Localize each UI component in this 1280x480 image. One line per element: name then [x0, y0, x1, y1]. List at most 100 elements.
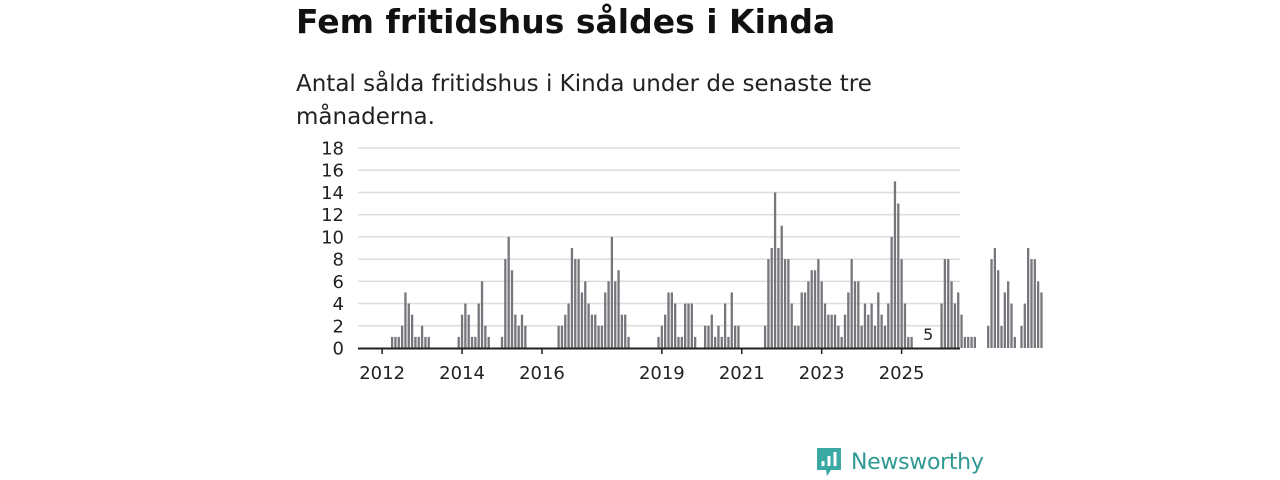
bar — [404, 292, 407, 348]
bar — [694, 336, 697, 348]
bar — [570, 248, 574, 348]
bar — [847, 292, 850, 348]
bar — [813, 270, 817, 348]
bar — [823, 303, 827, 348]
bar — [777, 248, 780, 348]
bar — [664, 314, 667, 348]
bars — [390, 181, 1043, 348]
bar — [610, 236, 614, 348]
bar — [464, 303, 467, 348]
bar — [833, 314, 837, 348]
bar — [947, 259, 950, 348]
bar — [597, 325, 600, 348]
y-tick-label: 6 — [333, 272, 344, 293]
bar — [890, 236, 893, 348]
bar — [957, 292, 960, 348]
bar — [873, 325, 877, 348]
x-axis: 2012 2014 2016 2019 2021 2023 2025 — [359, 349, 925, 384]
y-tick-label: 16 — [321, 161, 344, 182]
bar — [594, 314, 597, 348]
bar — [457, 336, 460, 348]
bar — [803, 292, 807, 348]
bar — [487, 336, 490, 348]
bar — [1040, 292, 1043, 348]
bar — [524, 325, 527, 348]
bar — [1027, 248, 1030, 348]
bar — [520, 314, 524, 348]
bar — [607, 281, 610, 348]
bar — [877, 292, 880, 348]
bar — [624, 314, 627, 348]
bar — [567, 303, 570, 348]
bar — [584, 281, 587, 348]
bar — [820, 281, 823, 348]
bar — [857, 281, 860, 348]
bar — [1007, 281, 1010, 348]
bar — [863, 303, 867, 348]
bar — [507, 236, 510, 348]
bar — [720, 336, 723, 348]
gridlines — [358, 147, 960, 327]
bar — [614, 281, 617, 348]
bar — [677, 336, 680, 348]
bar — [853, 281, 857, 348]
bar — [397, 336, 400, 348]
bar — [500, 336, 504, 348]
brand-name: Newsworthy — [851, 449, 984, 475]
bar — [600, 325, 604, 348]
bar — [460, 314, 464, 348]
y-tick-label: 10 — [321, 227, 344, 248]
bar — [963, 336, 967, 348]
bar — [560, 325, 564, 348]
bar — [420, 325, 424, 348]
bar — [987, 325, 990, 348]
bar — [950, 281, 953, 348]
bar — [424, 336, 427, 348]
x-tick-label: 2014 — [439, 363, 485, 384]
y-tick-label: 2 — [333, 316, 344, 337]
bar — [940, 303, 943, 348]
bar — [1030, 259, 1033, 348]
bar — [897, 203, 900, 348]
bar — [970, 336, 973, 348]
bar — [880, 314, 883, 348]
bar — [767, 259, 770, 348]
bar — [680, 336, 683, 348]
bar — [840, 336, 843, 348]
bar — [710, 314, 713, 348]
y-tick-label: 12 — [321, 205, 344, 226]
bar — [1036, 281, 1040, 348]
bar — [860, 325, 863, 348]
y-tick-label: 18 — [321, 139, 344, 160]
bar — [903, 303, 907, 348]
highlight-value-label: 5 — [923, 325, 933, 344]
bar — [703, 325, 707, 348]
bar — [797, 325, 800, 348]
bar — [883, 325, 887, 348]
bar — [427, 336, 430, 348]
bar — [1000, 325, 1003, 348]
bar — [787, 259, 790, 348]
bar — [660, 325, 663, 348]
bar — [773, 192, 777, 348]
bar — [1023, 303, 1026, 348]
bar — [953, 303, 957, 348]
bar — [837, 325, 840, 348]
bar — [574, 259, 577, 348]
bar — [1003, 292, 1006, 348]
bar — [687, 303, 690, 348]
bar — [783, 259, 787, 348]
bar — [510, 270, 514, 348]
bar — [657, 336, 660, 348]
bar — [763, 325, 767, 348]
bar — [407, 303, 410, 348]
bar — [800, 292, 803, 348]
bar — [484, 325, 487, 348]
bar — [1033, 259, 1036, 348]
bar — [1013, 336, 1016, 348]
bar — [770, 248, 773, 348]
bar — [993, 248, 996, 348]
bar — [810, 270, 813, 348]
bar — [900, 259, 903, 348]
chart-subtitle: Antal sålda fritidshus i Kinda under de … — [296, 71, 872, 130]
